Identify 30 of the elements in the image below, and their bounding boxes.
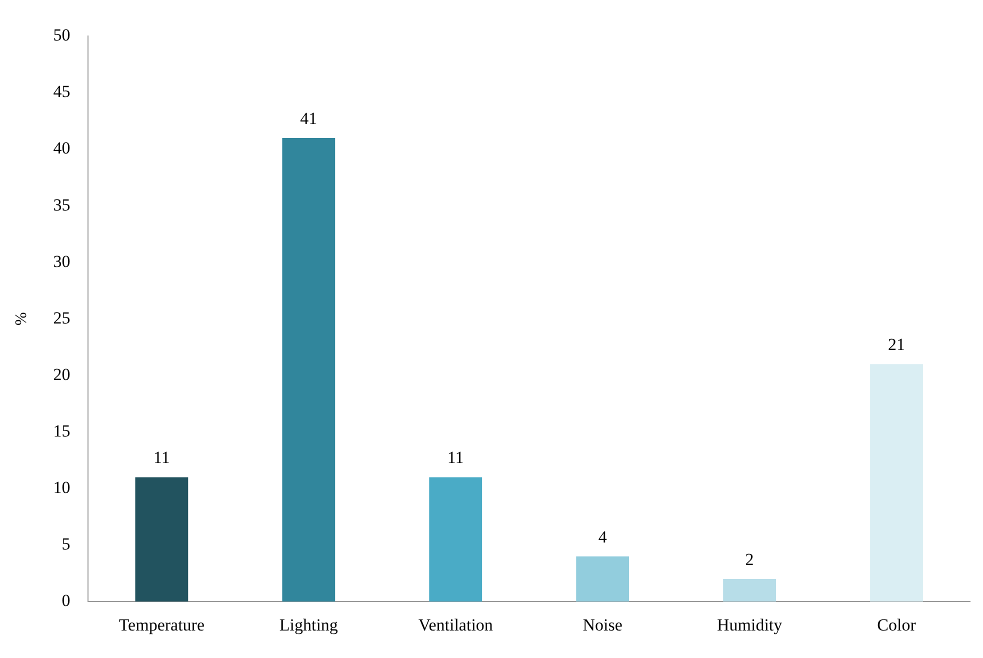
x-tick-label: Humidity xyxy=(716,615,783,634)
y-tick-label: 5 xyxy=(62,534,70,554)
y-tick-label: 50 xyxy=(53,26,70,45)
y-tick-label: 45 xyxy=(53,82,70,102)
data-label: 11 xyxy=(447,448,464,468)
y-tick-label: 0 xyxy=(62,591,70,610)
y-tick-label: 15 xyxy=(53,421,70,440)
x-tick-label: Noise xyxy=(582,615,622,634)
data-label: 2 xyxy=(745,550,754,569)
bar xyxy=(723,578,776,602)
y-tick-label: 35 xyxy=(53,195,70,214)
x-tick-label: Ventilation xyxy=(418,615,494,634)
y-axis-title: % xyxy=(12,312,30,326)
y-tick-label: 30 xyxy=(53,252,70,271)
x-tick-label: Lighting xyxy=(279,615,338,634)
bar xyxy=(282,138,336,602)
y-tick-label: 10 xyxy=(53,478,70,497)
bar xyxy=(576,556,630,602)
bar xyxy=(429,477,482,602)
data-label: 41 xyxy=(300,108,318,128)
y-tick-label: 20 xyxy=(53,364,70,384)
bar xyxy=(135,477,188,602)
bar xyxy=(870,364,923,602)
data-label: 21 xyxy=(888,335,906,354)
data-label: 4 xyxy=(598,527,608,546)
x-tick-label: Color xyxy=(877,615,916,634)
data-label: 11 xyxy=(153,448,170,468)
y-tick-label: 25 xyxy=(53,308,70,328)
y-tick-label: 40 xyxy=(53,138,70,158)
x-tick-label: Temperature xyxy=(118,615,205,634)
